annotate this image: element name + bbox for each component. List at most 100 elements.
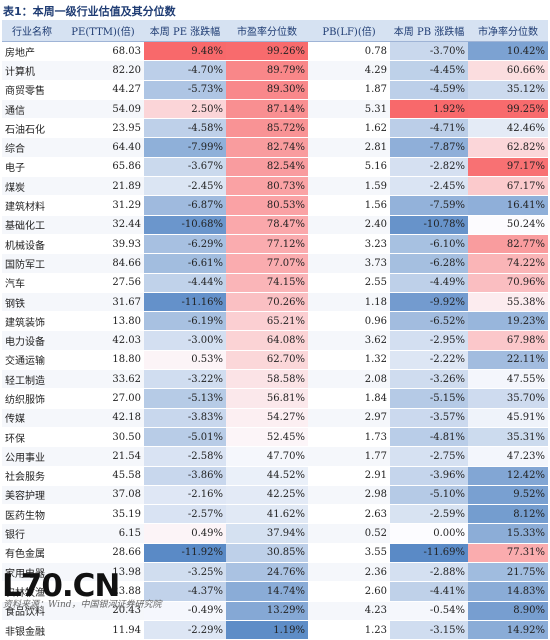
pe-change-cell: -4.58% <box>144 118 226 139</box>
pe-percentile-cell: 70.26% <box>226 292 308 313</box>
pb-percentile-cell: 74.22% <box>468 253 548 274</box>
pe-change-cell: -2.57% <box>144 504 226 525</box>
pb-cell: 1.18 <box>308 292 390 313</box>
pb-change-cell: -10.78% <box>390 215 468 235</box>
pe-percentile-cell: 14.74% <box>226 581 308 602</box>
table-row: 农林牧渔 23.88 -4.37% 14.74% 2.60 -4.41% 14.83% <box>2 581 548 602</box>
pb-change-cell: -2.75% <box>390 446 468 467</box>
pb-cell: 2.97 <box>308 408 390 428</box>
pb-percentile-cell: 70.96% <box>468 273 548 293</box>
pb-change-cell: -0.54% <box>390 601 468 621</box>
pe-cell: 82.20 <box>62 60 144 81</box>
pe-cell: 37.08 <box>62 485 144 506</box>
header-pb-percentile: 市净率分位数 <box>468 20 548 42</box>
pe-cell: 11.94 <box>62 620 144 640</box>
pe-cell: 13.98 <box>62 562 144 583</box>
table-row: 纺织服饰 27.00 -5.13% 56.81% 1.84 -5.15% 35.70% <box>2 388 548 409</box>
industry-cell: 汽车 <box>2 273 62 293</box>
table-row: 机械设备 39.93 -6.29% 77.12% 3.23 -6.10% 82.77% <box>2 234 548 255</box>
pe-change-cell: -11.92% <box>144 543 226 564</box>
pe-change-cell: -4.37% <box>144 581 226 602</box>
pb-percentile-cell: 16.41% <box>468 195 548 216</box>
industry-cell: 国防军工 <box>2 253 62 274</box>
industry-cell: 有色金属 <box>2 543 62 564</box>
pe-cell: 27.56 <box>62 273 144 293</box>
pb-percentile-cell: 10.42% <box>468 41 548 62</box>
pb-percentile-cell: 14.92% <box>468 620 548 640</box>
pb-percentile-cell: 14.83% <box>468 581 548 602</box>
pb-change-cell: -3.96% <box>390 466 468 486</box>
pe-percentile-cell: 47.70% <box>226 446 308 467</box>
pb-cell: 3.73 <box>308 253 390 274</box>
pb-percentile-cell: 42.46% <box>468 118 548 139</box>
pe-change-cell: -4.70% <box>144 60 226 81</box>
industry-cell: 综合 <box>2 137 62 158</box>
pe-cell: 84.66 <box>62 253 144 274</box>
pe-cell: 13.80 <box>62 311 144 332</box>
pe-change-cell: 2.50% <box>144 99 226 120</box>
pe-cell: 32.44 <box>62 215 144 235</box>
pb-cell: 2.55 <box>308 273 390 293</box>
pb-change-cell: -5.15% <box>390 388 468 409</box>
industry-cell: 纺织服饰 <box>2 388 62 409</box>
pe-percentile-cell: 89.30% <box>226 80 308 100</box>
pb-cell: 0.78 <box>308 41 390 62</box>
table-row: 电子 65.86 -3.67% 82.54% 5.16 -2.82% 97.17% <box>2 157 548 178</box>
pe-percentile-cell: 77.07% <box>226 253 308 274</box>
pe-cell: 21.89 <box>62 176 144 197</box>
header-pe-change: 本周 PE 涨跌幅 <box>144 20 226 42</box>
table-row: 计算机 82.20 -4.70% 89.79% 4.29 -4.45% 60.66% <box>2 60 548 81</box>
pe-cell: 45.58 <box>62 466 144 486</box>
pe-change-cell: -2.29% <box>144 620 226 640</box>
pe-cell: 42.03 <box>62 330 144 351</box>
pb-change-cell: -2.45% <box>390 176 468 197</box>
header-row: 行业名称 PE(TTM)(倍) 本周 PE 涨跌幅 市盈率分位数 PB(LF)(… <box>2 20 548 42</box>
pe-percentile-cell: 87.14% <box>226 99 308 120</box>
pb-cell: 2.98 <box>308 485 390 506</box>
pe-percentile-cell: 52.45% <box>226 427 308 448</box>
pe-cell: 44.27 <box>62 80 144 100</box>
industry-cell: 煤炭 <box>2 176 62 197</box>
pb-percentile-cell: 19.23% <box>468 311 548 332</box>
pb-cell: 1.62 <box>308 118 390 139</box>
pe-change-cell: -6.29% <box>144 234 226 255</box>
table-row: 钢铁 31.67 -11.16% 70.26% 1.18 -9.92% 55.38% <box>2 292 548 313</box>
industry-cell: 社会服务 <box>2 466 62 486</box>
pb-cell: 2.36 <box>308 562 390 583</box>
industry-cell: 传媒 <box>2 408 62 428</box>
pe-cell: 39.93 <box>62 234 144 255</box>
pe-percentile-cell: 37.94% <box>226 523 308 544</box>
pb-cell: 4.29 <box>308 60 390 81</box>
source-note: 资料来源：Wind，中国银河证券研究院 <box>3 600 162 610</box>
table-row: 汽车 27.56 -4.44% 74.15% 2.55 -4.49% 70.96% <box>2 273 548 293</box>
pe-cell: 27.00 <box>62 388 144 409</box>
table-row: 公用事业 21.54 -2.58% 47.70% 1.77 -2.75% 47.23% <box>2 446 548 467</box>
industry-cell: 计算机 <box>2 60 62 81</box>
pe-cell: 64.40 <box>62 137 144 158</box>
industry-cell: 石油石化 <box>2 118 62 139</box>
pb-change-cell: 1.92% <box>390 99 468 120</box>
pb-change-cell: -7.59% <box>390 195 468 216</box>
pe-change-cell: -3.00% <box>144 330 226 351</box>
industry-cell: 商贸零售 <box>2 80 62 100</box>
pe-change-cell: -11.16% <box>144 292 226 313</box>
pb-change-cell: -6.52% <box>390 311 468 332</box>
pb-change-cell: -2.22% <box>390 350 468 371</box>
header-pe: PE(TTM)(倍) <box>62 20 144 42</box>
pe-cell: 30.50 <box>62 427 144 448</box>
industry-cell: 环保 <box>2 427 62 448</box>
table-row: 社会服务 45.58 -3.86% 44.52% 2.91 -3.96% 12.42% <box>2 466 548 486</box>
pb-percentile-cell: 15.33% <box>468 523 548 544</box>
pe-percentile-cell: 65.21% <box>226 311 308 332</box>
table-row: 国防军工 84.66 -6.61% 77.07% 3.73 -6.28% 74.22% <box>2 253 548 274</box>
industry-cell: 建筑材料 <box>2 195 62 216</box>
table-row: 医药生物 35.19 -2.57% 41.62% 2.63 -2.59% 8.12% <box>2 504 548 525</box>
pb-change-cell: -4.81% <box>390 427 468 448</box>
pb-percentile-cell: 99.25% <box>468 99 548 120</box>
pe-percentile-cell: 99.26% <box>226 41 308 62</box>
pe-percentile-cell: 41.62% <box>226 504 308 525</box>
pb-percentile-cell: 35.12% <box>468 80 548 100</box>
pb-cell: 2.81 <box>308 137 390 158</box>
pe-change-cell: -10.68% <box>144 215 226 235</box>
pe-percentile-cell: 30.85% <box>226 543 308 564</box>
